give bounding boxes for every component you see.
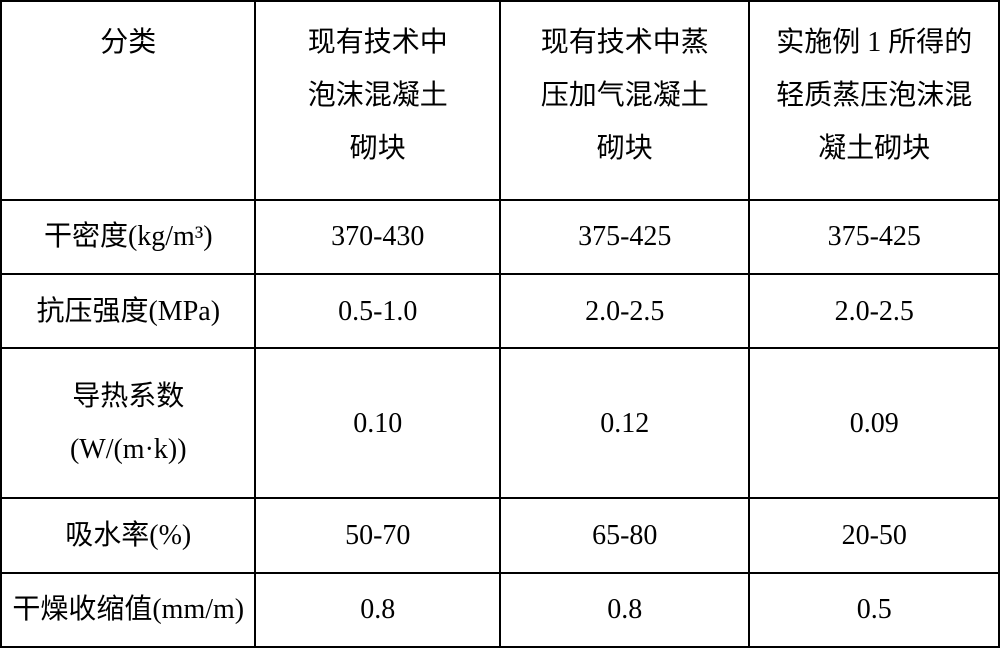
cell: 370-430 — [255, 200, 500, 274]
cell: 0.5 — [749, 573, 999, 647]
table-row: 干密度(kg/m³) 370-430 375-425 375-425 — [1, 200, 999, 274]
cell: 2.0-2.5 — [749, 274, 999, 348]
row-label: 抗压强度(MPa) — [1, 274, 255, 348]
cell: 0.8 — [500, 573, 750, 647]
table-header-row: 分类 现有技术中泡沫混凝土砌块 现有技术中蒸压加气混凝土砌块 实施例 1 所得的… — [1, 1, 999, 200]
table-row: 导热系数(W/(m·k)) 0.10 0.12 0.09 — [1, 348, 999, 498]
cell: 20-50 — [749, 498, 999, 572]
comparison-table: 分类 现有技术中泡沫混凝土砌块 现有技术中蒸压加气混凝土砌块 实施例 1 所得的… — [0, 0, 1000, 648]
cell: 50-70 — [255, 498, 500, 572]
table-row: 干燥收缩值(mm/m) 0.8 0.8 0.5 — [1, 573, 999, 647]
cell: 375-425 — [749, 200, 999, 274]
cell: 0.5-1.0 — [255, 274, 500, 348]
cell: 65-80 — [500, 498, 750, 572]
cell: 0.8 — [255, 573, 500, 647]
table-row: 吸水率(%) 50-70 65-80 20-50 — [1, 498, 999, 572]
cell: 2.0-2.5 — [500, 274, 750, 348]
table-row: 抗压强度(MPa) 0.5-1.0 2.0-2.5 2.0-2.5 — [1, 274, 999, 348]
cell: 0.09 — [749, 348, 999, 498]
col-header-example1: 实施例 1 所得的轻质蒸压泡沫混凝土砌块 — [749, 1, 999, 200]
col-header-autoclaved: 现有技术中蒸压加气混凝土砌块 — [500, 1, 750, 200]
cell: 375-425 — [500, 200, 750, 274]
col-header-category: 分类 — [1, 1, 255, 200]
cell: 0.10 — [255, 348, 500, 498]
row-label: 干燥收缩值(mm/m) — [1, 573, 255, 647]
col-header-foam: 现有技术中泡沫混凝土砌块 — [255, 1, 500, 200]
row-label: 干密度(kg/m³) — [1, 200, 255, 274]
row-label: 吸水率(%) — [1, 498, 255, 572]
row-label: 导热系数(W/(m·k)) — [1, 348, 255, 498]
cell: 0.12 — [500, 348, 750, 498]
